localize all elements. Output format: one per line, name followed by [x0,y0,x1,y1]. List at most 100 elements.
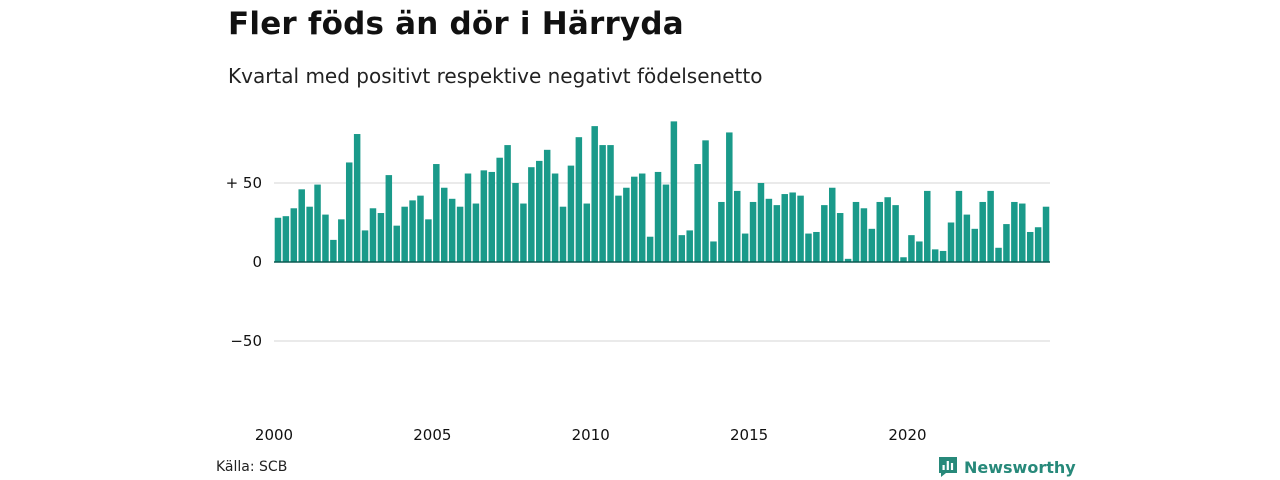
bar [781,194,788,262]
bar [322,214,329,262]
bar [844,258,852,262]
bar [401,206,408,262]
bar [1034,227,1042,262]
bar [955,190,963,262]
brand-name: Newsworthy [964,457,1076,477]
bar [551,173,559,262]
bar [1026,231,1034,262]
bar [393,225,400,262]
bar [805,233,812,262]
bar [631,176,638,262]
bar [987,190,994,262]
y-tick-label: + 50 [226,174,262,192]
gridlines [274,182,1050,342]
bar [330,239,337,262]
bar [916,241,923,262]
bar [971,228,979,262]
bar [773,205,781,262]
bar [456,206,464,262]
bar [448,198,456,262]
bar [353,134,361,262]
bar [947,222,955,262]
bar [638,173,646,262]
bar [369,208,377,262]
x-tick-label: 2005 [413,426,451,444]
bar [385,175,393,262]
bar [1019,203,1026,262]
bar [670,121,678,262]
newsworthy-logo: Newsworthy [938,456,1076,478]
bar [306,206,313,262]
bar [417,195,424,262]
bar [813,231,820,262]
bar [884,197,891,262]
bar [543,149,551,262]
y-tick-label: −50 [230,332,262,350]
bar [599,145,606,262]
bar [852,201,860,262]
bar [607,145,614,262]
bar [733,190,741,262]
bar [536,160,543,262]
bar [718,201,725,262]
bar [726,132,733,262]
bar [559,206,567,262]
bar [924,190,931,262]
y-tick-label: 0 [252,253,262,271]
bar [377,213,385,262]
bar [757,183,765,262]
bar [504,145,511,262]
bar [749,201,757,262]
bar [298,189,305,262]
x-tick-label: 2015 [730,426,768,444]
bar [472,203,480,262]
bar [821,205,828,262]
bar [686,230,693,262]
bar [575,137,583,262]
bar [694,164,701,262]
bar [567,165,575,262]
bar [441,187,448,262]
bar [892,205,899,262]
bar [512,183,519,262]
bar [496,157,503,262]
bar [433,164,440,262]
x-axis-labels: 2000 2005 2010 2015 2020 [255,426,927,444]
y-axis-labels: + 50 0 −50 [226,174,262,350]
source-note: Källa: SCB [216,459,288,475]
bar [836,213,844,262]
chart-subtitle: Kvartal med positivt respektive negativt… [228,64,763,88]
bar [876,201,883,262]
bars [274,121,1050,263]
bar [583,203,591,262]
bar [274,217,282,262]
bar [314,184,321,262]
bar [710,241,717,262]
x-tick-label: 2000 [255,426,293,444]
newsworthy-icon [939,457,957,477]
bar [425,219,432,262]
bar [678,235,686,262]
bar [908,235,915,262]
bar [741,233,749,262]
bar [868,228,876,262]
bar [995,247,1002,262]
bar [409,200,416,262]
bar [615,195,622,262]
bar [662,184,670,262]
bar [797,195,804,262]
bar [860,208,868,262]
bar [1003,224,1010,262]
bar [654,171,662,262]
bar [979,201,986,262]
bar [290,208,298,262]
bar [963,214,971,262]
bar [1011,201,1018,262]
bar [623,187,630,262]
bar [282,216,290,262]
bar [345,162,353,262]
bar [520,203,527,262]
bar [765,198,773,262]
x-tick-label: 2010 [572,426,610,444]
bar [931,249,939,262]
